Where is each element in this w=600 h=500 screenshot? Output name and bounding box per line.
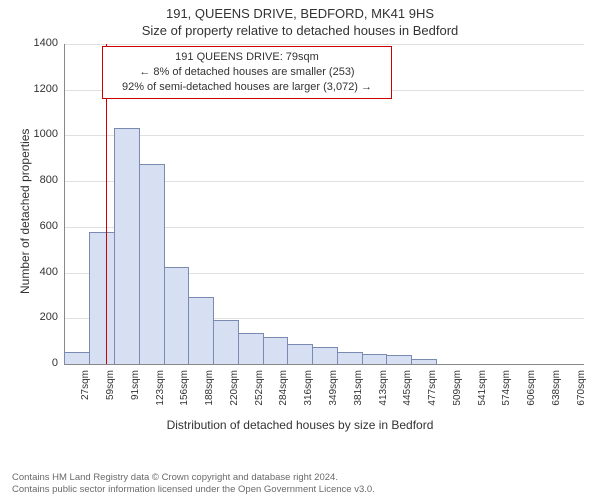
x-tick: 349sqm [328, 370, 339, 414]
annotation-box: 191 QUEENS DRIVE: 79sqm ← 8% of detached… [102, 46, 392, 99]
x-tick: 284sqm [278, 370, 289, 414]
x-tick: 27sqm [80, 370, 91, 414]
footer-attribution: Contains HM Land Registry data © Crown c… [12, 472, 375, 496]
histogram-bar [188, 297, 214, 364]
histogram-bar [287, 344, 313, 364]
histogram-bar [114, 128, 140, 364]
x-tick: 638sqm [551, 370, 562, 414]
x-tick: 606sqm [526, 370, 537, 414]
x-tick: 413sqm [378, 370, 389, 414]
y-tick: 1200 [24, 83, 58, 95]
histogram-bar [263, 337, 289, 364]
histogram-bar [362, 354, 388, 364]
y-tick: 1000 [24, 128, 58, 140]
x-tick: 381sqm [353, 370, 364, 414]
histogram-bar [164, 267, 190, 364]
chart-container: 191, QUEENS DRIVE, BEDFORD, MK41 9HS Siz… [0, 0, 600, 500]
histogram-bar [386, 355, 412, 364]
histogram-bar [337, 352, 363, 364]
histogram-bar [411, 359, 437, 364]
x-tick: 91sqm [130, 370, 141, 414]
y-axis-line [64, 44, 65, 364]
title-address: 191, QUEENS DRIVE, BEDFORD, MK41 9HS [0, 0, 600, 21]
y-tick: 1400 [24, 37, 58, 49]
gridline [64, 44, 584, 45]
gridline [64, 135, 584, 136]
x-tick: 220sqm [229, 370, 240, 414]
y-tick: 200 [24, 311, 58, 323]
x-tick: 445sqm [402, 370, 413, 414]
histogram-bar [213, 320, 239, 364]
y-tick: 0 [24, 357, 58, 369]
x-tick: 509sqm [452, 370, 463, 414]
histogram-bar [139, 164, 165, 364]
annotation-line3: 92% of semi-detached houses are larger (… [111, 80, 383, 95]
y-tick: 600 [24, 220, 58, 232]
title-subtitle: Size of property relative to detached ho… [0, 21, 600, 38]
x-tick: 574sqm [501, 370, 512, 414]
x-axis-label: Distribution of detached houses by size … [0, 418, 600, 432]
x-tick: 156sqm [179, 370, 190, 414]
x-tick: 188sqm [204, 370, 215, 414]
footer-line1: Contains HM Land Registry data © Crown c… [12, 472, 375, 484]
y-tick: 400 [24, 266, 58, 278]
x-tick: 477sqm [427, 370, 438, 414]
x-tick: 123sqm [155, 370, 166, 414]
x-tick: 541sqm [477, 370, 488, 414]
y-tick: 800 [24, 174, 58, 186]
histogram-bar [64, 352, 90, 364]
histogram-bar [89, 232, 115, 364]
annotation-line1: 191 QUEENS DRIVE: 79sqm [111, 50, 383, 65]
annotation-line2: ← 8% of detached houses are smaller (253… [111, 65, 383, 80]
histogram-bar [238, 333, 264, 364]
x-tick: 252sqm [254, 370, 265, 414]
x-tick: 670sqm [576, 370, 587, 414]
x-tick: 59sqm [105, 370, 116, 414]
histogram-bar [312, 347, 338, 364]
x-tick: 316sqm [303, 370, 314, 414]
x-axis-line [64, 364, 584, 365]
footer-line2: Contains public sector information licen… [12, 484, 375, 496]
